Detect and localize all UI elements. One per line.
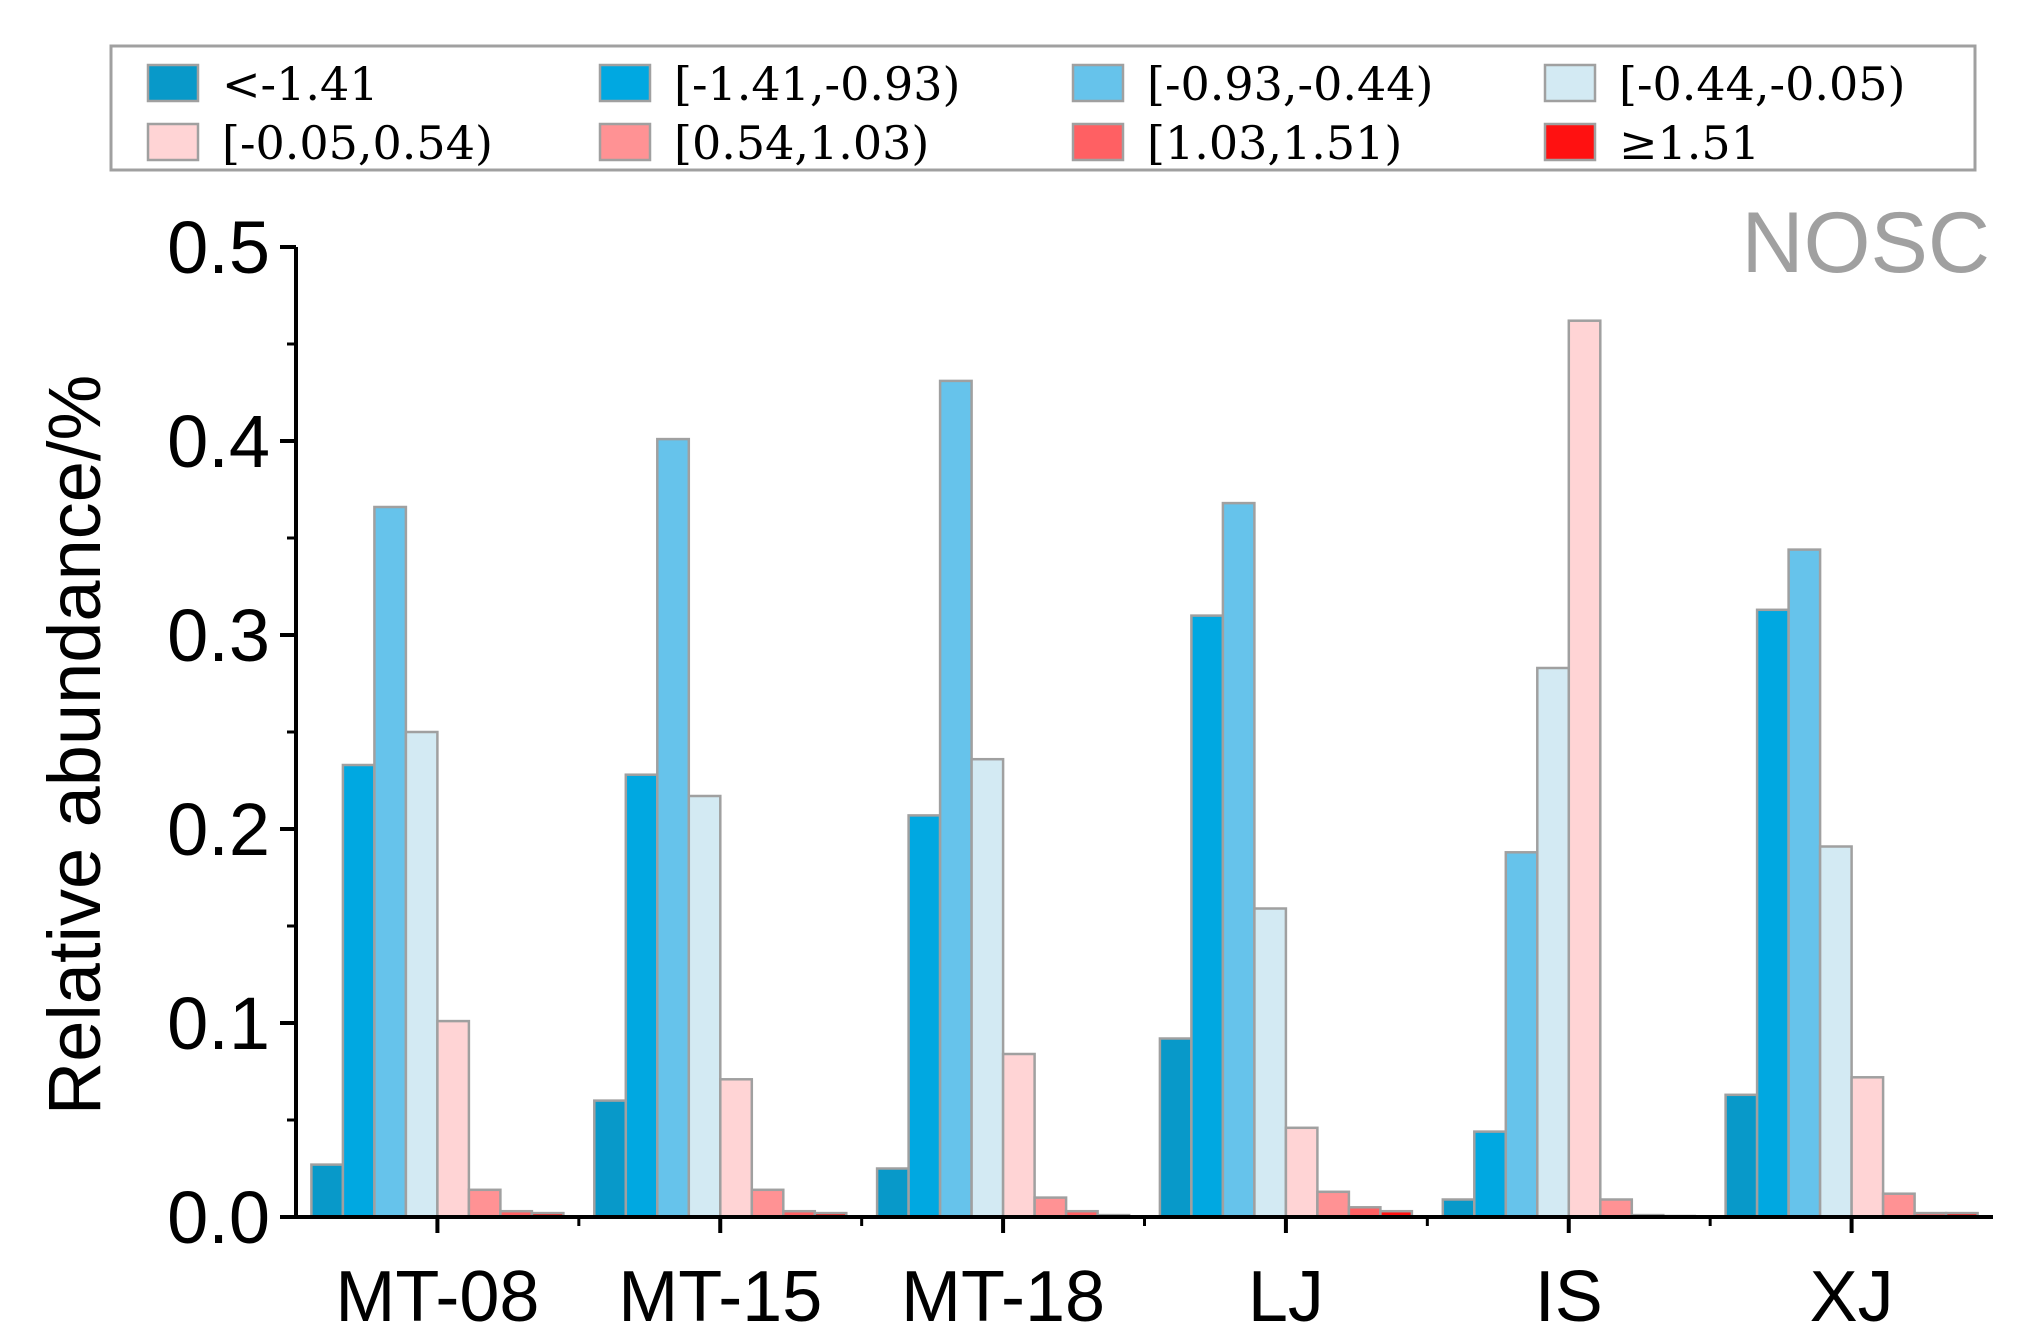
bar — [1567, 319, 1602, 1219]
legend-swatch — [1543, 63, 1597, 103]
x-tick-label: IS — [1535, 1257, 1603, 1337]
legend-item: <-1.41 — [146, 57, 379, 111]
y-tick-label: 0.2 — [167, 788, 270, 871]
bar — [1881, 1192, 1916, 1219]
bar — [656, 437, 691, 1219]
legend-swatch — [1071, 122, 1125, 162]
bar — [1316, 1190, 1351, 1219]
legend-item: [-0.05,0.54) — [146, 116, 493, 170]
legend-item: ≥1.51 — [1543, 116, 1760, 170]
legend-item: [0.54,1.03) — [598, 116, 929, 170]
legend-swatch — [146, 122, 200, 162]
bar — [1441, 1198, 1476, 1219]
y-tick-label: 0.0 — [167, 1176, 270, 1259]
panel-label: NOSC — [1742, 195, 1990, 291]
axes: 0.0 0.1 0.2 0.3 0.4 0.5 MT-08 MT-15 MT-18 LJ IS XJ — [167, 206, 1993, 1337]
bar — [1850, 1076, 1885, 1219]
legend-item: [-0.44,-0.05) — [1543, 57, 1905, 111]
bar — [1755, 608, 1790, 1219]
y-tick-label: 0.5 — [167, 206, 270, 289]
bar — [1724, 1093, 1759, 1219]
bar — [1221, 501, 1256, 1219]
bar — [1473, 1130, 1508, 1219]
bar — [624, 773, 659, 1219]
x-tick-label: XJ — [1810, 1257, 1894, 1337]
bar — [1504, 851, 1539, 1219]
bar — [404, 730, 439, 1219]
y-tick-label: 0.4 — [167, 400, 270, 483]
legend-item: [-1.41,-0.93) — [598, 57, 960, 111]
bar — [1001, 1052, 1036, 1219]
bar — [1033, 1196, 1068, 1219]
bar — [1284, 1126, 1319, 1219]
legend-item: [1.03,1.51) — [1071, 116, 1402, 170]
legend-label: [-0.93,-0.44) — [1147, 57, 1433, 111]
bar — [687, 794, 722, 1219]
bar — [310, 1163, 345, 1219]
bar — [750, 1188, 785, 1219]
legend-label: ≥1.51 — [1619, 116, 1760, 170]
legend-label: [1.03,1.51) — [1147, 116, 1402, 170]
bar — [1818, 845, 1853, 1219]
bar — [1158, 1037, 1193, 1219]
x-tick-label: MT-15 — [618, 1257, 822, 1337]
legend-label: <-1.41 — [222, 57, 379, 111]
legend-swatch — [598, 63, 652, 103]
bar — [373, 505, 408, 1219]
bar — [1253, 907, 1288, 1219]
bar — [593, 1099, 628, 1219]
bar — [907, 814, 942, 1219]
y-tick-label: 0.3 — [167, 594, 270, 677]
legend-item: [-0.93,-0.44) — [1071, 57, 1433, 111]
bar — [970, 757, 1005, 1219]
legend-swatch — [1071, 63, 1125, 103]
y-tick-label: 0.1 — [167, 982, 270, 1065]
legend-label: [-0.44,-0.05) — [1619, 57, 1905, 111]
bar — [467, 1188, 502, 1219]
legend-swatch — [598, 122, 652, 162]
legend-label: [-0.05,0.54) — [222, 116, 493, 170]
bar — [1536, 666, 1571, 1219]
legend-label: [0.54,1.03) — [674, 116, 929, 170]
bar — [938, 379, 973, 1219]
legend-box — [109, 44, 1977, 172]
y-axis-title: Relative abundance/% — [33, 375, 116, 1116]
bar — [875, 1167, 910, 1219]
bars — [310, 319, 1979, 1219]
bar — [1599, 1198, 1634, 1219]
x-tick-label: MT-18 — [901, 1257, 1105, 1337]
bar — [1787, 548, 1822, 1219]
legend-swatch — [146, 63, 200, 103]
legend-label: [-1.41,-0.93) — [674, 57, 960, 111]
bar — [719, 1078, 754, 1219]
x-tick-label: MT-08 — [335, 1257, 539, 1337]
legend: <-1.41 [-1.41,-0.93) [-0.93,-0.44) [-0.44,-… — [109, 44, 1977, 172]
legend-swatch — [1543, 122, 1597, 162]
bar — [341, 763, 376, 1219]
bar — [436, 1019, 471, 1219]
bar — [1190, 614, 1225, 1219]
x-tick-label: LJ — [1248, 1257, 1324, 1337]
legend-items: <-1.41 [-1.41,-0.93) [-0.93,-0.44) [-0.44,-… — [146, 57, 1905, 170]
